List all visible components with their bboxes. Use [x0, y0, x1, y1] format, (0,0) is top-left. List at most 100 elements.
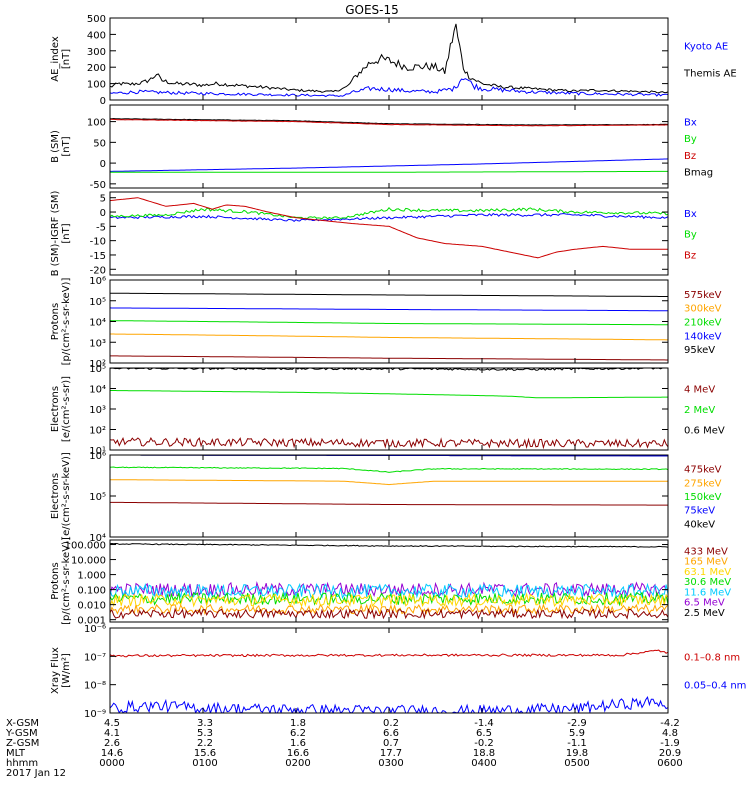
footer-value: 4.1 — [104, 728, 120, 739]
panel-frame — [109, 367, 669, 451]
series-themis-ae — [110, 23, 668, 94]
y-tick-label: 5 — [100, 194, 106, 205]
series-2-mev — [110, 390, 668, 399]
y-tick-label: 500 — [87, 14, 106, 25]
y-tick-label: 10.000 — [71, 556, 106, 567]
y-tick-label: 1.000 — [77, 571, 106, 582]
y-axis-label: [e/(cm²-s-sr)] — [61, 376, 72, 442]
panel-ae: 0 100 200 300 400 500 AE_index [nT] Kyoto AE Them… — [50, 14, 737, 107]
footer-value: 2.6 — [104, 738, 120, 749]
series-group — [110, 197, 668, 259]
footer-value: 0000 — [99, 758, 124, 769]
y-tick-label: 10⁶ — [89, 451, 106, 462]
series-6-5-mev — [110, 581, 668, 598]
series-210kev — [110, 320, 668, 326]
series-11-6-mev — [110, 582, 668, 600]
legend-item: 165 MeV — [684, 557, 728, 568]
y-tick-label: 200 — [87, 63, 106, 74]
y-tick-label: 10⁶ — [89, 276, 106, 287]
series-475kev — [110, 501, 668, 506]
y-tick-label: 10⁻⁸ — [84, 681, 106, 692]
y-axis-label: Electrons — [50, 473, 61, 519]
panel-frame — [109, 627, 669, 714]
footer-label: hhmm — [6, 758, 38, 769]
legend-item: By — [684, 230, 697, 241]
panel-protons2: 0.001 0.010 0.100 1.000 10.000 100.000 Protons… — [50, 537, 731, 627]
panel-frame — [109, 104, 669, 189]
series-group — [110, 292, 668, 361]
y-tick-label: 10⁻⁹ — [84, 709, 106, 720]
footer-value: 0400 — [471, 758, 496, 769]
panel-electrons2: 10⁴ 10⁵ 10⁶ Electrons [e/(cm²-s-sr-keV)] 475k… — [50, 451, 722, 544]
y-tick-label: 10³ — [89, 405, 106, 416]
series-275kev — [110, 479, 668, 486]
y-tick-label: 10² — [89, 426, 106, 437]
footer-value: 0100 — [192, 758, 217, 769]
footer-value: 0300 — [378, 758, 403, 769]
legend-item: 40keV — [684, 519, 715, 530]
legend-item: Themis AE — [683, 69, 737, 80]
series-group — [110, 23, 668, 98]
footer-value: 6.6 — [383, 728, 399, 739]
footer-value: 6.5 — [476, 728, 492, 739]
panel-xray: 10⁻⁹ 10⁻⁸ 10⁻⁷ 10⁻⁶ Xray Flux [W/m²] 0.1–0.8 n… — [50, 624, 746, 720]
footer-value: 20.9 — [659, 748, 681, 759]
series-140kev — [110, 307, 668, 312]
series-by — [110, 207, 668, 220]
y-axis-label: B (SM) — [50, 130, 61, 163]
footer-value: 17.7 — [380, 748, 402, 759]
y-tick-label: -10 — [90, 237, 106, 248]
legend-item: 210keV — [684, 318, 722, 329]
series-bx — [110, 158, 668, 172]
footer-value: 5.9 — [569, 728, 585, 739]
footer-value: 3.3 — [197, 718, 213, 729]
legend-item: 4 MeV — [684, 385, 715, 396]
y-tick-label: 0 — [100, 159, 106, 170]
y-tick-label: 10⁵ — [89, 364, 106, 375]
legend-item: Bx — [684, 209, 697, 220]
legend-item: 150keV — [684, 492, 722, 503]
y-axis-label: [nT] — [61, 49, 72, 69]
legend-item: 475keV — [684, 465, 722, 476]
y-axis-label: B (SM)-IGRF (SM) — [50, 191, 61, 277]
panel-bsm: -50 0 50 100 B (SM) [nT] Bx By Bz Bmag — [50, 104, 713, 191]
series-kyoto-ae — [110, 78, 668, 98]
footer-value: 18.8 — [473, 748, 495, 759]
legend-item: Bx — [684, 118, 697, 129]
y-tick-label: 10⁴ — [89, 533, 106, 544]
series-63-1-mev — [110, 592, 668, 608]
series-group — [110, 117, 668, 173]
y-tick-label: 10³ — [89, 338, 106, 349]
orbit-footer: X-GSM 4.5 3.3 1.8 0.2 -1.4 -2.9 -4.2 Y-GSM 4.1 5.3… — [5, 718, 683, 779]
legend-item: 63.1 MeV — [684, 567, 731, 578]
footer-value: -0.2 — [474, 738, 494, 749]
y-tick-label: 50 — [93, 138, 106, 149]
footer-value: -1.9 — [660, 738, 680, 749]
y-tick-label: -15 — [90, 251, 106, 262]
series-300kev — [110, 333, 668, 341]
legend-item: 2 MeV — [684, 405, 715, 416]
y-tick-label: 0.001 — [77, 616, 106, 627]
y-tick-label: 10⁵ — [89, 492, 106, 503]
footer-value: 0200 — [285, 758, 310, 769]
y-tick-label: 0.100 — [77, 586, 106, 597]
footer-value: 14.6 — [101, 748, 123, 759]
footer-date: 2017 Jan 12 — [6, 768, 66, 779]
legend-item: 2.5 MeV — [684, 608, 725, 619]
series-group — [110, 542, 668, 620]
legend-item: Bz — [684, 250, 696, 261]
legend-item: Bmag — [684, 167, 713, 178]
legend-item: 6.5 MeV — [684, 598, 725, 609]
y-tick-label: 0.010 — [77, 601, 106, 612]
footer-value: 0500 — [564, 758, 589, 769]
panel-bdiff: -20 -15 -10 -5 0 5 B (SM)-IGRF (SM) [nT] Bx By Bz — [50, 191, 697, 277]
footer-value: -1.1 — [567, 738, 587, 749]
panel-frame — [109, 191, 669, 276]
footer-label: Y-GSM — [5, 728, 38, 739]
series-433-mev — [110, 607, 668, 620]
y-axis-label: [p/(cm²-s-sr-keV)] — [61, 537, 72, 625]
footer-value: 16.6 — [287, 748, 309, 759]
series-95kev — [110, 292, 668, 297]
y-axis-label: Xray Flux — [50, 647, 61, 694]
